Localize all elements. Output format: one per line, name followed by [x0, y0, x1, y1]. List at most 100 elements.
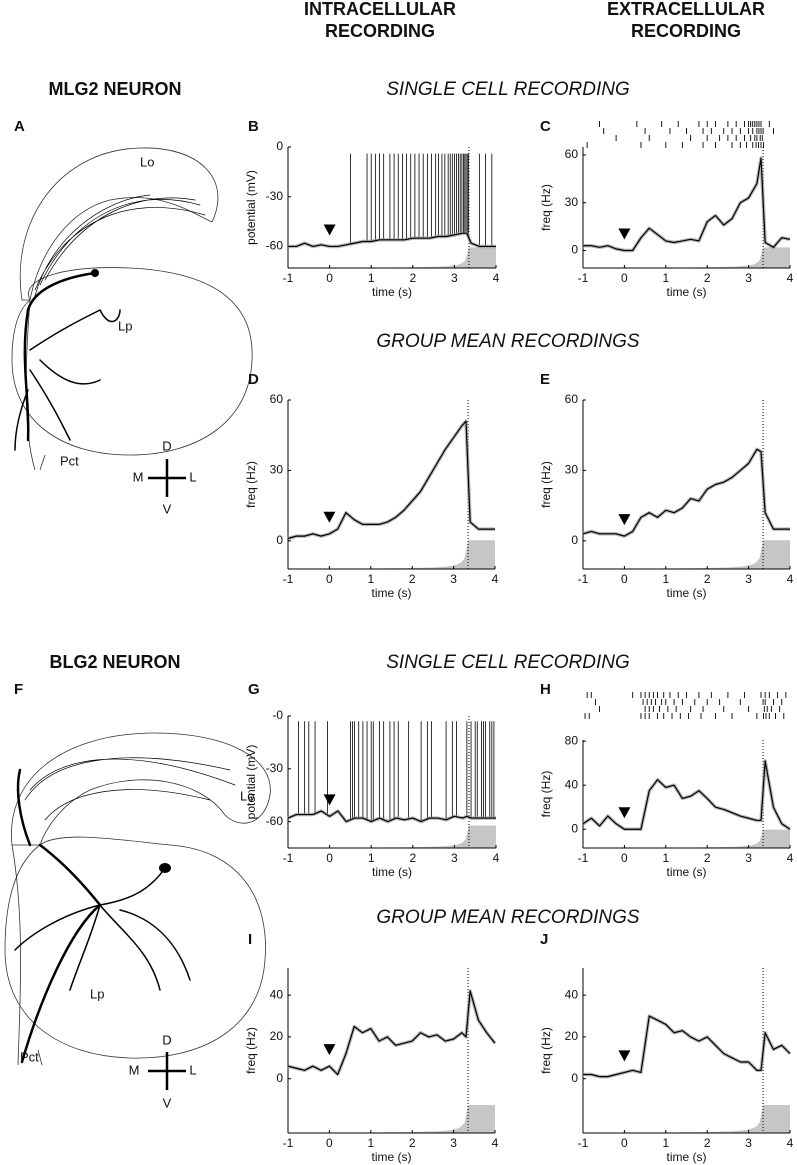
compass-label: M: [129, 1062, 140, 1077]
y-tick-label: 0: [571, 243, 578, 257]
x-tick-label: -1: [578, 851, 589, 865]
x-tick-label: 3: [451, 271, 458, 285]
x-tick-label: 1: [367, 572, 374, 586]
trace: [583, 1014, 792, 1079]
x-tick-label: 3: [450, 1136, 457, 1150]
x-tick-label: 0: [326, 271, 333, 285]
y-axis-label: potential (mV): [244, 170, 258, 245]
x-tick-label: 1: [662, 851, 669, 865]
y-tick-label: -60: [266, 814, 284, 828]
stimulus: [329, 247, 496, 268]
x-axis-label: time (s): [372, 285, 412, 299]
trace: [582, 447, 790, 538]
trace: [287, 810, 496, 823]
x-tick-label: 4: [493, 851, 500, 865]
x-tick-label: 2: [409, 271, 416, 285]
x-tick-label: 1: [662, 1136, 669, 1150]
trace: [287, 419, 495, 541]
x-tick-label: -1: [283, 1136, 294, 1150]
section-subtitle: GROUP MEAN RECORDINGS: [376, 907, 640, 928]
column-header: RECORDING: [325, 21, 435, 41]
onset-marker: [323, 1044, 336, 1056]
y-axis-label: freq (Hz): [539, 461, 553, 508]
compass-label: V: [163, 1095, 172, 1110]
panel-label: F: [14, 681, 23, 698]
compass-label: L: [189, 469, 196, 484]
panel-label: A: [14, 118, 25, 135]
y-tick-label: 0: [276, 139, 283, 153]
compass-label: M: [133, 469, 144, 484]
x-tick-label: 1: [367, 1136, 374, 1150]
onset-marker: [618, 514, 631, 526]
y-tick-label: 40: [565, 987, 579, 1001]
x-tick-label: 1: [368, 271, 375, 285]
x-tick-label: 2: [409, 572, 416, 586]
y-axis-label: freq (Hz): [244, 1027, 258, 1074]
y-tick-label: 0: [276, 533, 283, 547]
x-tick-label: 2: [409, 1136, 416, 1150]
x-tick-label: 1: [368, 851, 375, 865]
stimulus: [329, 825, 496, 848]
trace: [288, 232, 496, 248]
x-axis-label: time (s): [667, 285, 707, 299]
x-tick-label: 4: [787, 271, 794, 285]
x-tick-label: 3: [745, 271, 752, 285]
y-axis-label: freq (Hz): [244, 461, 258, 508]
anatomy-label: Pct: [60, 453, 79, 468]
section-subtitle: GROUP MEAN RECORDINGS: [376, 331, 640, 352]
x-tick-label: 0: [326, 851, 333, 865]
panel-label: G: [248, 681, 260, 698]
onset-marker: [618, 807, 631, 819]
y-tick-label: 30: [270, 463, 284, 477]
x-tick-label: -1: [578, 271, 589, 285]
x-tick-label: 4: [787, 851, 794, 865]
onset-marker: [323, 511, 336, 523]
anatomy: [4, 732, 271, 1090]
y-tick-label: 0: [571, 1071, 578, 1085]
x-tick-label: 2: [704, 851, 711, 865]
section-title: MLG2 NEURON: [48, 79, 181, 99]
panel-label: B: [248, 118, 259, 135]
trace: [287, 420, 495, 540]
anatomy: [11, 147, 253, 497]
panel-label: J: [540, 931, 548, 948]
x-tick-label: 0: [621, 1136, 628, 1150]
x-tick-label: 2: [704, 271, 711, 285]
x-tick-label: -1: [283, 851, 294, 865]
x-tick-label: 3: [450, 572, 457, 586]
y-axis-label: freq (Hz): [539, 771, 553, 818]
stimulus: [624, 1104, 790, 1133]
anatomy-label: Lp: [118, 318, 132, 333]
y-tick-label: 40: [565, 777, 579, 791]
x-tick-label: 3: [745, 1136, 752, 1150]
y-tick-label: -30: [266, 761, 284, 775]
trace: [287, 989, 497, 1077]
x-axis-label: time (s): [372, 1150, 412, 1164]
stimulus: [624, 829, 790, 848]
y-tick-label: 60: [565, 147, 579, 161]
y-tick-label: 40: [270, 987, 284, 1001]
y-tick-label: 20: [565, 1029, 579, 1043]
x-tick-label: 4: [492, 1136, 499, 1150]
y-tick-label: 0: [571, 533, 578, 547]
anatomy-label: Lp: [90, 986, 104, 1001]
trace: [582, 760, 791, 830]
x-tick-label: 4: [493, 271, 500, 285]
x-tick-label: 4: [787, 572, 794, 586]
x-axis-label: time (s): [372, 865, 412, 879]
x-axis-label: time (s): [372, 586, 412, 600]
panel-label: C: [540, 118, 551, 135]
anatomy-label: Lo: [140, 154, 154, 169]
stimulus: [624, 540, 790, 569]
column-header: EXTRACELLULAR: [607, 0, 765, 19]
x-tick-label: 3: [745, 572, 752, 586]
x-tick-label: 0: [621, 572, 628, 586]
onset-marker: [618, 228, 631, 240]
y-tick-label: -0: [272, 708, 283, 722]
x-axis-label: time (s): [667, 586, 707, 600]
y-axis-label: potential (mV): [244, 745, 258, 820]
x-axis-label: time (s): [667, 865, 707, 879]
y-tick-label: 60: [565, 392, 579, 406]
x-tick-label: 0: [326, 572, 333, 586]
x-axis-label: time (s): [667, 1150, 707, 1164]
